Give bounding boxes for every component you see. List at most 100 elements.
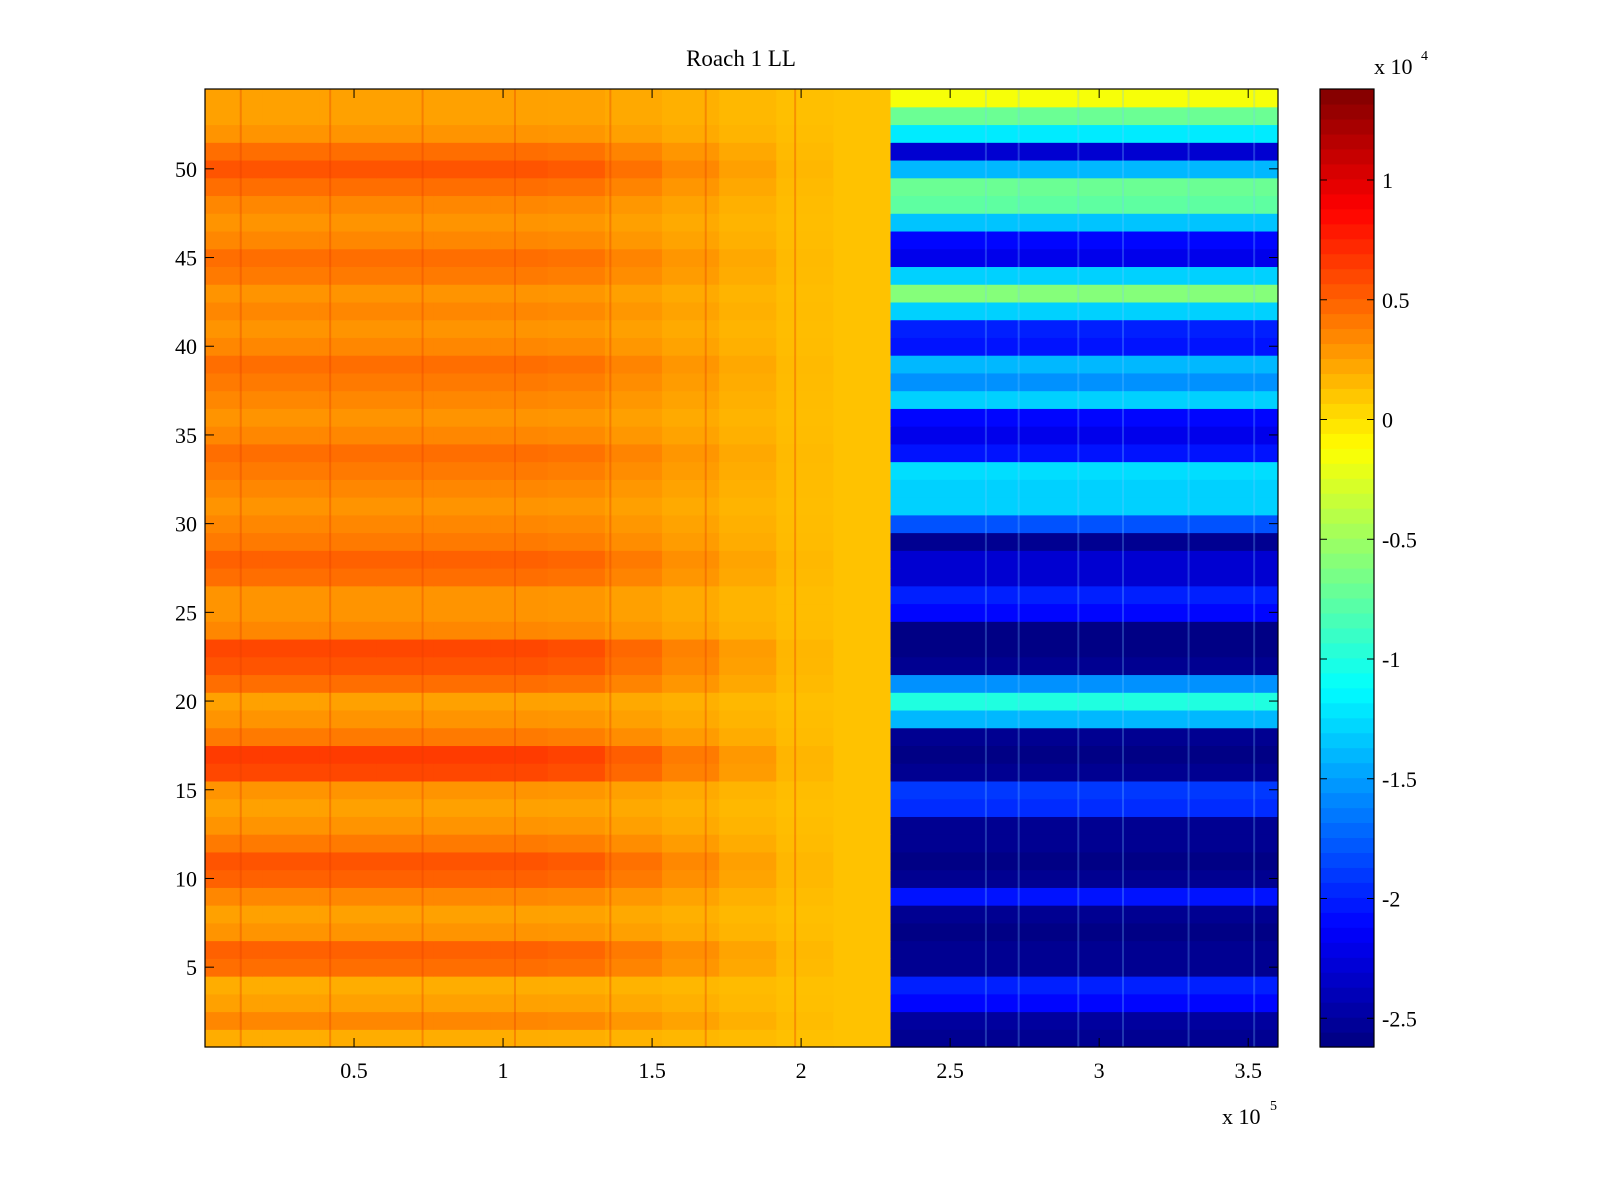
colorbar-cell xyxy=(1320,148,1374,165)
heatmap-cell xyxy=(719,213,777,232)
heatmap-cell xyxy=(490,497,549,516)
heatmap-cell xyxy=(776,248,835,268)
heatmap-cell xyxy=(433,550,492,569)
heatmap-cell xyxy=(547,603,606,622)
heatmap-cell xyxy=(776,408,835,427)
heatmap-cell xyxy=(604,372,663,392)
heatmap-cell xyxy=(604,532,663,551)
heatmap-cell xyxy=(490,337,549,356)
heatmap-cell xyxy=(604,124,663,143)
heatmap-cell xyxy=(376,976,435,995)
heatmap-cell xyxy=(376,922,435,942)
heatmap-cell xyxy=(205,124,263,143)
heatmap-cell xyxy=(890,745,1278,764)
colorbar-cell xyxy=(1320,163,1374,180)
heatmap-cell xyxy=(833,816,892,835)
heatmap-cell xyxy=(719,905,777,924)
colorbar-cell xyxy=(1320,597,1374,614)
heatmap-cell xyxy=(262,514,320,534)
heatmap-cell xyxy=(776,124,835,143)
heatmap-cell xyxy=(833,372,892,392)
heatmap-cell xyxy=(490,976,549,995)
heatmap-cell xyxy=(262,230,320,250)
heatmap-cell xyxy=(205,142,263,161)
heatmap-cell xyxy=(205,230,263,250)
heatmap-cell xyxy=(547,390,606,409)
heatmap-cell xyxy=(547,266,606,285)
heatmap-cell xyxy=(319,408,377,427)
heatmap-cell xyxy=(490,958,549,977)
heatmap-cell xyxy=(547,461,606,480)
heatmap-cell xyxy=(604,106,663,126)
heatmap-cell xyxy=(547,834,606,853)
heatmap-cell xyxy=(776,106,835,126)
heatmap-cell xyxy=(376,248,435,268)
heatmap-cell xyxy=(890,869,1278,888)
heatmap-cell xyxy=(433,798,492,817)
heatmap-cell xyxy=(890,958,1278,977)
heatmap-cell xyxy=(205,603,263,622)
heatmap-cell xyxy=(547,106,606,126)
heatmap-cell xyxy=(662,568,720,587)
heatmap-cell xyxy=(776,550,835,569)
heatmap-cell xyxy=(319,230,377,250)
heatmap-cell xyxy=(205,497,263,516)
heatmap-cell xyxy=(719,390,777,409)
colorbar-tick-label: -2 xyxy=(1382,887,1400,912)
heatmap-cell xyxy=(319,443,377,463)
heatmap-cell xyxy=(776,142,835,161)
heatmap-cell xyxy=(262,213,320,232)
colorbar-cell xyxy=(1320,627,1374,644)
heatmap-cell xyxy=(490,745,549,764)
heatmap-cell xyxy=(319,568,377,587)
heatmap-cell xyxy=(833,656,892,676)
heatmap-cell xyxy=(890,461,1278,480)
colorbar-cell xyxy=(1320,1032,1374,1048)
heatmap-cells xyxy=(205,89,1278,1048)
heatmap-cell xyxy=(890,887,1278,906)
heatmap-cell xyxy=(662,195,720,214)
heatmap-cell xyxy=(376,550,435,569)
heatmap-cell xyxy=(490,993,549,1013)
heatmap-cell xyxy=(719,763,777,782)
heatmap-cell xyxy=(776,798,835,817)
heatmap-cell xyxy=(205,816,263,835)
heatmap-cell xyxy=(890,355,1278,374)
heatmap-cell xyxy=(262,976,320,995)
heatmap-cell xyxy=(776,905,835,924)
heatmap-cell xyxy=(547,568,606,587)
colorbar-cell xyxy=(1320,403,1374,419)
colorbar-tick-label: 0.5 xyxy=(1382,288,1410,313)
heatmap-cell xyxy=(890,497,1278,516)
heatmap-cell xyxy=(719,568,777,587)
heatmap-cell xyxy=(890,763,1278,782)
heatmap-cell xyxy=(205,976,263,995)
heatmap-cell xyxy=(547,301,606,321)
heatmap-cell xyxy=(890,692,1278,711)
heatmap-cell xyxy=(319,940,377,959)
heatmap-cell xyxy=(205,355,263,374)
heatmap-cell xyxy=(833,1029,892,1048)
heatmap-cell xyxy=(319,621,377,640)
heatmap-cell xyxy=(433,958,492,977)
heatmap-cell xyxy=(604,319,663,338)
heatmap-cell xyxy=(319,1029,377,1048)
heatmap-cell xyxy=(604,479,663,498)
heatmap-cell xyxy=(547,532,606,551)
heatmap-cell xyxy=(719,159,777,179)
heatmap-cell xyxy=(604,922,663,942)
colorbar-cell xyxy=(1320,1017,1374,1033)
heatmap-cell xyxy=(719,230,777,250)
heatmap-cell xyxy=(433,1011,492,1030)
heatmap-cell xyxy=(490,372,549,392)
heatmap-cell xyxy=(719,638,777,658)
heatmap-cell xyxy=(719,124,777,143)
colorbar-cell xyxy=(1320,927,1374,943)
heatmap-cell xyxy=(376,763,435,782)
heatmap-cell xyxy=(433,177,492,197)
heatmap-cell xyxy=(319,674,377,693)
heatmap-cell xyxy=(490,230,549,250)
heatmap-cell xyxy=(433,142,492,161)
heatmap-cell xyxy=(319,834,377,853)
heatmap-cell xyxy=(547,656,606,676)
